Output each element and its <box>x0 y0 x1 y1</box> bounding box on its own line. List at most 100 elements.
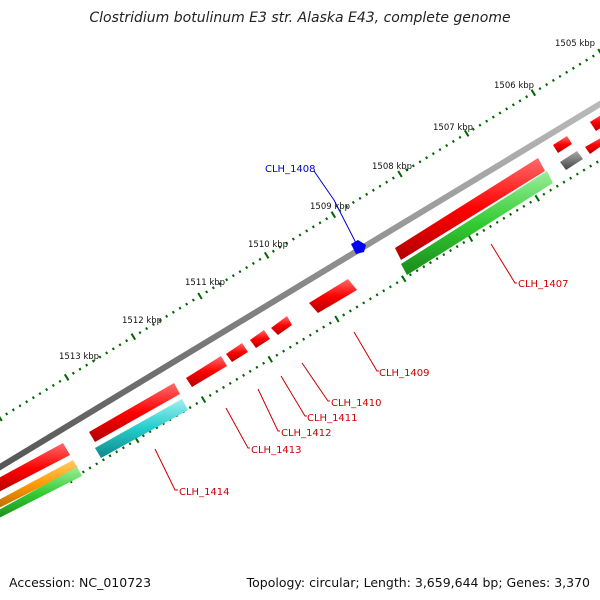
scale-tick <box>422 265 426 269</box>
scale-tick <box>551 78 555 83</box>
scale-tick <box>408 273 412 277</box>
scale-tick <box>375 293 379 297</box>
gene-block-clh1412[interactable] <box>226 343 248 362</box>
scale-tick <box>98 355 102 359</box>
leader-line-clh1409 <box>353 331 379 372</box>
scale-tick <box>462 241 466 245</box>
scale-tick <box>108 454 112 458</box>
scale-tick <box>445 143 449 148</box>
tick-label: 1512 kbp <box>122 316 162 326</box>
scale-tick <box>195 402 199 406</box>
gene-label-clh1409[interactable]: CLH_1409 <box>379 368 430 379</box>
gene-label-clh1412[interactable]: CLH_1412 <box>281 428 332 439</box>
scale-tick <box>578 62 582 66</box>
scale-tick <box>482 228 486 233</box>
gene-block-cds[interactable] <box>585 136 600 154</box>
scale-tick <box>345 204 349 209</box>
gene-block-other[interactable] <box>0 460 78 510</box>
scale-tick <box>498 111 502 115</box>
scale-tick <box>318 221 322 225</box>
scale-tick <box>141 434 145 438</box>
gene-block-clh1407[interactable] <box>395 158 545 260</box>
scale-tick <box>121 446 125 450</box>
genome-backbone <box>0 100 600 471</box>
gene-block-clh1414[interactable] <box>89 383 180 442</box>
gene-block-clh1414-rrna[interactable] <box>95 399 188 458</box>
scale-tick <box>449 249 452 253</box>
scale-tick <box>188 405 192 410</box>
tick-labels: 1505 kbp 1506 kbp 1507 kbp 1508 kbp 1509… <box>59 39 595 362</box>
gene-block-clh1408[interactable] <box>351 240 366 254</box>
scale-tick <box>11 408 15 412</box>
scale-tick <box>405 168 409 172</box>
gene-block-clh1410[interactable] <box>271 316 292 335</box>
scale-tick <box>85 363 89 367</box>
scale-tick <box>565 70 569 74</box>
scale-tick <box>435 257 439 261</box>
inner-tick-ring <box>67 160 599 484</box>
map-title: Clostridium botulinum E3 str. Alaska E43… <box>89 10 511 26</box>
gene-label-clh1413[interactable]: CLH_1413 <box>251 445 302 456</box>
scale-tick <box>78 367 82 371</box>
scale-tick <box>218 282 222 286</box>
gene-block-clh1411[interactable] <box>250 330 270 348</box>
scale-tick <box>378 184 382 188</box>
scale-tick <box>585 58 589 62</box>
scale-tick <box>101 458 105 462</box>
scale-tick <box>51 383 55 388</box>
leader-line-clh1410 <box>301 362 330 402</box>
scale-tick <box>455 244 459 249</box>
gene-label-clh1410[interactable]: CLH_1410 <box>331 398 382 409</box>
gene-block-cds[interactable] <box>0 443 70 494</box>
scale-tick <box>291 237 295 241</box>
scale-tick <box>463 129 470 137</box>
scale-tick <box>18 404 22 408</box>
gene-block-pseudo[interactable] <box>560 151 583 170</box>
scale-tick <box>178 306 182 310</box>
gene-label-clh1414[interactable]: CLH_1414 <box>179 487 230 498</box>
gene-label-clh1408[interactable]: CLH_1408 <box>265 164 316 175</box>
gene-block-clh1409[interactable] <box>309 279 357 313</box>
scale-tick <box>348 309 352 313</box>
scale-tick <box>558 74 562 78</box>
scale-tick <box>395 281 399 285</box>
gene-block-cds[interactable] <box>553 136 572 153</box>
scale-tick <box>595 160 599 164</box>
gene-block-clh1413[interactable] <box>186 356 227 387</box>
scale-tick <box>545 82 549 87</box>
gene-block-clh1407-gene[interactable] <box>401 171 553 275</box>
scale-tick <box>334 315 340 323</box>
scale-tick <box>282 349 286 353</box>
scale-tick <box>95 462 99 466</box>
scale-tick <box>225 278 229 282</box>
leader-line-clh1413 <box>225 407 250 449</box>
scale-tick <box>302 337 306 341</box>
scale-tick <box>549 188 553 192</box>
scale-tick <box>267 355 273 363</box>
scale-tick <box>525 95 529 99</box>
scale-tick <box>298 233 302 237</box>
scale-tick <box>597 48 600 54</box>
scale-tick <box>31 396 35 400</box>
accession-label: Accession: NC_010723 <box>9 575 152 590</box>
scale-tick <box>308 333 312 337</box>
scale-tick <box>478 123 482 127</box>
scale-tick <box>467 234 474 243</box>
leader-line-clh1414 <box>154 448 178 491</box>
gene-block-gene[interactable] <box>0 467 82 520</box>
leader-line-clh1408 <box>313 170 357 244</box>
scale-tick <box>509 212 513 216</box>
scale-tick <box>231 274 235 278</box>
tick-label: 1507 kbp <box>433 123 473 133</box>
gene-block-cds[interactable] <box>590 113 600 131</box>
scale-tick <box>355 305 359 309</box>
scale-tick <box>91 359 95 363</box>
scale-tick <box>235 377 239 381</box>
scale-tick <box>428 261 432 265</box>
scale-tick <box>505 107 509 111</box>
gene-label-clh1411[interactable]: CLH_1411 <box>307 413 358 424</box>
leader-line-clh1412 <box>257 388 280 432</box>
scale-tick <box>211 286 215 290</box>
scale-tick <box>418 160 422 164</box>
gene-label-clh1407[interactable]: CLH_1407 <box>518 279 569 290</box>
